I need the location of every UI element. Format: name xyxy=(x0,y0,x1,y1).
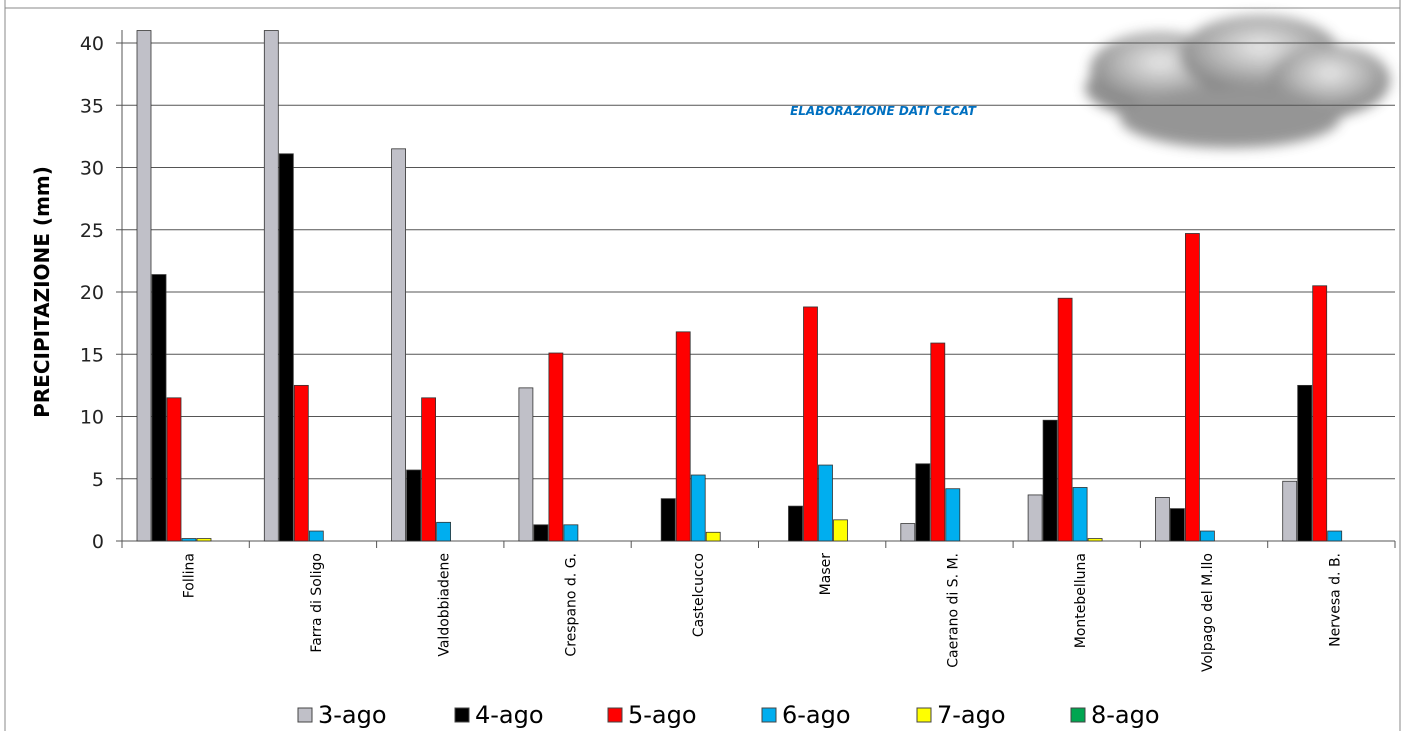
bar-6-ago-1 xyxy=(308,530,324,542)
bar-6-ago-5 xyxy=(818,464,833,542)
legend-item: 6-ago xyxy=(761,701,851,729)
legend-label: 5-ago xyxy=(628,701,697,729)
legend-swatch xyxy=(916,707,932,723)
annotation-text: ELABORAZIONE DATI CECAT xyxy=(790,104,977,118)
y-tick-label: 30 xyxy=(80,158,104,180)
category-label: Montebelluna xyxy=(1073,553,1089,648)
bar-3-ago-2 xyxy=(391,148,407,542)
bar-6-ago-2 xyxy=(436,521,452,542)
bar-6-ago-9 xyxy=(1327,530,1343,542)
legend-swatch xyxy=(297,707,313,723)
bar-3-ago-7 xyxy=(1027,494,1043,542)
bar-4-ago-1 xyxy=(278,153,294,542)
bar-4-ago-6 xyxy=(915,463,931,542)
bar-3-ago-1 xyxy=(263,30,279,542)
category-label: Crespano d. G. xyxy=(564,553,580,657)
bar-5-ago-6 xyxy=(930,342,946,542)
y-tick-label: 5 xyxy=(92,469,104,491)
legend-item: 7-ago xyxy=(916,701,1006,729)
bar-6-ago-0 xyxy=(181,538,197,542)
legend-label: 6-ago xyxy=(782,701,851,729)
bar-4-ago-9 xyxy=(1297,384,1313,542)
bar-4-ago-5 xyxy=(788,505,803,542)
y-tick-label: 25 xyxy=(80,220,104,242)
category-label: Maser xyxy=(818,553,834,596)
bar-7-ago-0 xyxy=(196,538,212,542)
bar-5-ago-8 xyxy=(1185,233,1200,542)
bar-5-ago-5 xyxy=(803,306,818,542)
bar-4-ago-7 xyxy=(1042,419,1058,542)
y-axis-label: PRECIPITAZIONE (mm) xyxy=(30,166,54,418)
category-label: Volpago del M.llo xyxy=(1200,553,1216,672)
legend-swatch xyxy=(761,707,777,723)
legend-item: 5-ago xyxy=(607,701,697,729)
y-tick-label: 0 xyxy=(92,531,104,553)
category-label: Nervesa d. B. xyxy=(1327,553,1343,647)
bar-5-ago-0 xyxy=(166,397,182,542)
bar-7-ago-4 xyxy=(705,531,721,542)
y-tick-label: 40 xyxy=(80,33,104,55)
bar-5-ago-4 xyxy=(675,331,691,542)
bar-5-ago-9 xyxy=(1312,285,1328,542)
bar-4-ago-2 xyxy=(406,469,422,542)
cloud-icon xyxy=(1085,15,1390,148)
bar-7-ago-7 xyxy=(1087,538,1103,542)
legend-swatch xyxy=(607,707,623,723)
y-tick-label: 10 xyxy=(80,407,104,429)
legend-swatch xyxy=(454,707,470,723)
bar-7-ago-5 xyxy=(833,519,848,542)
legend-item: 3-ago xyxy=(297,701,387,729)
bar-5-ago-3 xyxy=(548,352,564,542)
category-label: Caerano di S. M. xyxy=(945,553,961,668)
bar-4-ago-4 xyxy=(660,498,676,542)
category-label: Valdobbiadene xyxy=(436,553,452,657)
bar-4-ago-0 xyxy=(151,274,167,542)
bar-5-ago-2 xyxy=(421,397,437,542)
bar-5-ago-7 xyxy=(1057,297,1073,542)
legend-label: 4-ago xyxy=(475,701,544,729)
bar-5-ago-1 xyxy=(293,384,309,542)
y-tick-label: 15 xyxy=(80,344,104,366)
bar-3-ago-6 xyxy=(900,523,916,542)
bar-6-ago-4 xyxy=(690,474,706,542)
legend-item: 8-ago xyxy=(1070,701,1160,729)
bar-6-ago-6 xyxy=(945,488,961,542)
legend-swatch xyxy=(1070,707,1086,723)
category-label: Castelcucco xyxy=(691,553,707,637)
y-tick-label: 35 xyxy=(80,95,104,117)
bar-6-ago-8 xyxy=(1200,530,1215,542)
bar-3-ago-8 xyxy=(1155,497,1170,542)
legend-label: 3-ago xyxy=(318,701,387,729)
bar-3-ago-0 xyxy=(136,30,152,542)
bar-3-ago-3 xyxy=(518,387,534,542)
legend-label: 8-ago xyxy=(1091,701,1160,729)
category-label: Farra di Soligo xyxy=(309,553,325,653)
bar-6-ago-3 xyxy=(563,524,579,542)
category-label: Follina xyxy=(182,553,198,598)
y-tick-label: 20 xyxy=(80,282,104,304)
legend-item: 4-ago xyxy=(454,701,544,729)
bar-4-ago-3 xyxy=(533,524,549,542)
bar-4-ago-8 xyxy=(1170,508,1185,542)
bar-6-ago-7 xyxy=(1072,487,1088,542)
bar-3-ago-9 xyxy=(1282,480,1298,542)
legend-label: 7-ago xyxy=(937,701,1006,729)
